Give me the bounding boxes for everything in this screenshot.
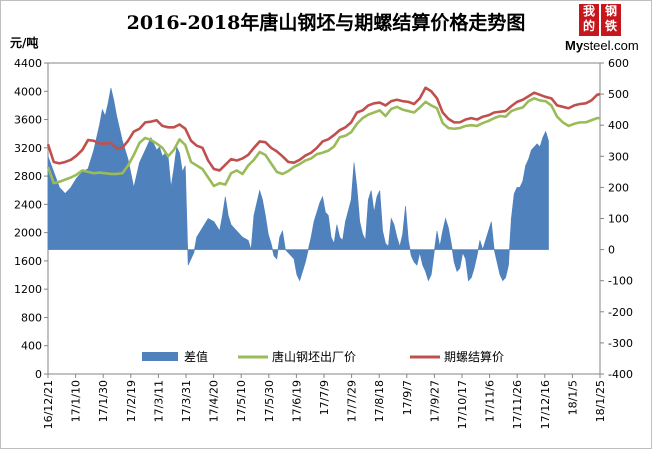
x-axis-tick-label: 17/5/10 [235,380,248,422]
x-axis-tick-label: 17/3/31 [180,380,193,422]
left-axis-tick-label: 1200 [14,283,42,296]
left-axis-tick-label: 2000 [14,227,42,240]
right-axis-tick-label: -100 [608,275,633,288]
legend-item-billet: 唐山钢坯出厂价 [238,349,356,364]
legend-item-rebar: 期螺结算价 [410,349,504,364]
x-axis-tick-label: 17/7/9 [318,380,331,415]
left-axis-tick-label: 4400 [14,57,42,70]
x-axis-tick-label: 16/12/21 [42,380,55,429]
legend-label: 期螺结算价 [444,349,504,364]
right-axis-tick-label: 400 [608,119,629,132]
x-axis-tick-label: 17/12/16 [539,380,552,429]
x-axis-tick-label: 17/11/6 [484,380,497,422]
chart-title: 2016-2018年唐山钢坯与期螺结算价格走势图 [126,12,526,34]
series-area-diff [47,87,549,282]
left-axis-tick-label: 0 [35,368,42,381]
x-axis-tick-label: 17/5/30 [263,380,276,422]
logo-box-top: 我的 [579,4,599,36]
logo-wordmark: Mysteel.com [565,38,639,53]
x-axis-tick-label: 17/1/30 [97,380,110,422]
left-axis-tick-label: 400 [21,340,42,353]
right-axis-tick-label: 500 [608,88,629,101]
left-axis-tick-label: 800 [21,311,42,324]
left-axis-tick-label: 1600 [14,255,42,268]
x-axis-tick-label: 17/7/29 [346,380,359,422]
legend-label: 差值 [184,349,208,364]
left-axis-tick-label: 3600 [14,114,42,127]
x-axis-tick-label: 17/8/18 [373,380,386,422]
right-axis-tick-label: 0 [608,244,615,257]
x-axis-tick-label: 17/11/26 [511,380,524,429]
logo-wordmark-suffix: steel.com [583,38,639,53]
x-axis-tick-label: 17/10/17 [456,380,469,429]
x-axis-tick-label: 17/4/20 [208,380,221,422]
right-axis-tick-label: 600 [608,57,629,70]
mysteel-logo: 我的 钢铁 Mysteel.com [565,4,645,56]
right-axis-tick-label: -200 [608,306,633,319]
left-axis-tick-label: 4000 [14,85,42,98]
legend-swatch-box [142,352,178,361]
logo-box-bottom: 钢铁 [601,4,621,36]
x-axis-tick-label: 17/1/10 [70,380,83,422]
y-axis-unit-label: 元/吨 [10,36,39,50]
series-line-rebar [46,86,601,172]
left-axis-tick-label: 2400 [14,198,42,211]
right-axis-tick-label: -400 [608,368,633,381]
right-axis-tick-label: -300 [608,337,633,350]
left-axis-tick-label: 2800 [14,170,42,183]
x-axis-tick-label: 18/1/5 [566,380,579,415]
x-axis-tick-label: 17/2/19 [125,380,138,422]
right-axis-tick-label: 200 [608,181,629,194]
x-axis-tick-label: 18/1/25 [594,380,607,422]
x-axis-tick-label: 17/9/7 [401,380,414,415]
x-axis-tick-label: 17/9/27 [428,380,441,422]
left-axis-tick-label: 3200 [14,142,42,155]
legend-label: 唐山钢坯出厂价 [272,349,356,364]
series-line-billet [46,97,600,188]
right-axis-tick-label: 100 [608,213,629,226]
legend-item-diff: 差值 [142,349,208,364]
logo-wordmark-prefix: My [565,38,584,53]
x-axis-tick-label: 17/6/19 [290,380,303,422]
x-axis-tick-label: 17/3/11 [152,380,165,422]
right-axis-tick-label: 300 [608,150,629,163]
